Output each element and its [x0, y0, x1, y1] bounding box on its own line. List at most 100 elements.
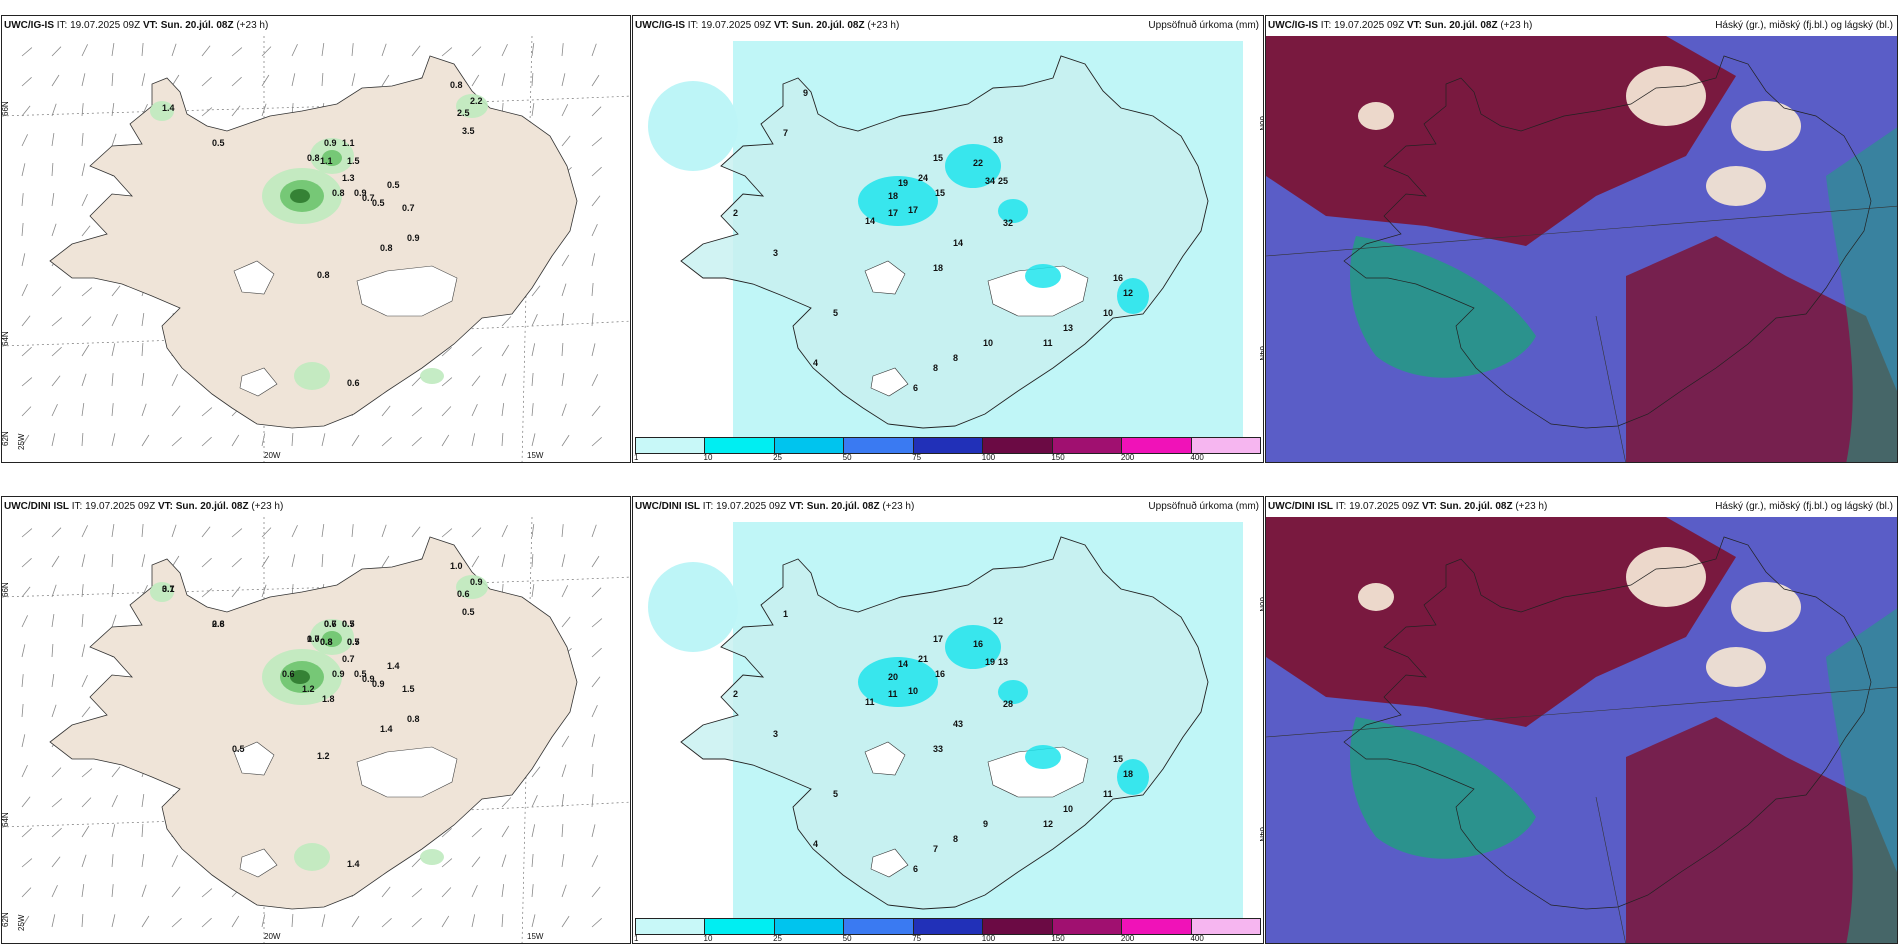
- precip-value-label: 3.1: [162, 584, 175, 594]
- precip-value-label: 0.5: [342, 619, 355, 629]
- precip-amount-label: 7: [783, 128, 788, 138]
- glacier-outline: [864, 741, 906, 776]
- precip-value-label: 0.9: [372, 679, 385, 689]
- latitude-label: 66N: [1258, 116, 1264, 131]
- colorbar-swatch: [1191, 438, 1260, 453]
- highlevel-cloud-field: [1266, 517, 1736, 727]
- colorbar-tick-label: 10: [703, 934, 713, 943]
- projection-boundary: [1595, 315, 1626, 462]
- precip-amount-label: 18: [993, 135, 1003, 145]
- precip-amount-label: 22: [973, 158, 983, 168]
- colorbar-swatch: [636, 919, 706, 934]
- glacier-outline: [870, 367, 909, 397]
- precip-value-label: 1.8: [322, 694, 335, 704]
- precip-colorbar: 1 10 25 50 75 100 150 200 400: [633, 437, 1263, 462]
- glacier-outline: [864, 260, 906, 295]
- colorbar-tick-label: 50: [842, 453, 852, 462]
- colorbar-swatch: [913, 438, 984, 453]
- precip-amount-label: 16: [935, 669, 945, 679]
- precip-value-label: 0.5: [347, 637, 360, 647]
- precip-amount-label: 34: [985, 176, 995, 186]
- precip-value-label: 0.6: [282, 669, 295, 679]
- precip-amount-label: 24: [918, 173, 928, 183]
- precip-value-label: 0.7: [342, 619, 355, 629]
- precip-amount-label: 11: [888, 689, 898, 699]
- precip-amount-label: 28: [1003, 699, 1013, 709]
- colorbar-swatch: [983, 919, 1053, 934]
- precip-value-label: 0.8: [450, 80, 463, 90]
- precip-value-label: 0.5: [232, 744, 245, 754]
- panel-title: UWC/IG-IS IT: 19.07.2025 09Z VT: Sun. 20…: [4, 20, 269, 31]
- precip-field: [648, 562, 738, 652]
- panel-title: UWC/DINI ISL IT: 19.07.2025 09Z VT: Sun.…: [1268, 501, 1548, 512]
- panel-field-label: Háský (gr.), miðský (fj.bl.) og lágský (…: [1715, 501, 1893, 512]
- glacier-outline: [239, 367, 278, 397]
- precip-value-label: 0.6: [347, 378, 360, 388]
- precip-value-label: 0.8: [307, 153, 320, 163]
- colorbar-tick-label: 100: [981, 934, 996, 943]
- precip-amount-label: 43: [953, 719, 963, 729]
- colorbar-tick-label: 200: [1120, 453, 1135, 462]
- precip-amount-label: 10: [1103, 308, 1113, 318]
- longitude-label: 20W: [264, 451, 281, 460]
- colorbar-tick-label: 400: [1190, 453, 1204, 462]
- precip-value-label: 1.3: [342, 173, 355, 183]
- precip-amount-label: 17: [908, 205, 918, 215]
- precip-value-label: 0.8: [407, 714, 420, 724]
- colorbar-tick-label: 25: [773, 934, 783, 943]
- glacier-outline: [233, 260, 275, 295]
- precip-amount-label: 15: [933, 153, 943, 163]
- precip-amount-label: 18: [888, 191, 898, 201]
- precip-value-label: 3.5: [462, 126, 475, 136]
- colorbar-swatch: [636, 438, 706, 453]
- precip-blobs: [150, 94, 488, 390]
- latitude-label: 64N: [1258, 346, 1264, 361]
- precip-value-label: 0.9: [354, 188, 367, 198]
- colorbar-tick-label: 10: [703, 453, 713, 462]
- precip-amount-label: 6: [913, 864, 918, 874]
- iceland-coastline: [1343, 536, 1872, 910]
- clear-sky-patches: [1358, 66, 1801, 206]
- precip-amount-label: 5: [833, 308, 838, 318]
- precip-value-label: 0.9: [332, 669, 345, 679]
- latitude-label: 62N: [2, 431, 10, 446]
- precip-amount-label: 11: [1043, 338, 1053, 348]
- colorbar-tick-label: 25: [773, 453, 783, 462]
- precip-value-label: 1.2: [302, 684, 315, 694]
- precip-cores: [858, 144, 1149, 314]
- latitude-label: 66N: [1258, 597, 1264, 612]
- precip-value-label: 0.7: [402, 203, 415, 213]
- colorbar-tick-label: 1: [634, 453, 639, 462]
- colorbar-swatch: [1122, 919, 1192, 934]
- lowlevel-cloud-field: [1826, 608, 1897, 943]
- colorbar-tick-label: 400: [1190, 934, 1204, 943]
- colorbar-swatch: [913, 919, 984, 934]
- precip-value-label: 0.7: [347, 637, 360, 647]
- iceland-landmass: [680, 55, 1209, 429]
- precip-value-label: 0.8: [317, 270, 330, 280]
- cloud-map: [1266, 517, 1897, 943]
- precip-amount-label: 3: [773, 729, 778, 739]
- colorbar-tick-label: 75: [912, 453, 922, 462]
- wind-map-panel-bottom: UWC/DINI ISL IT: 19.07.2025 09Z VT: Sun.…: [1, 496, 631, 944]
- precip-amount-label: 8: [953, 353, 958, 363]
- precip-amount-label: 17: [888, 208, 898, 218]
- precip-amount-label: 18: [1123, 769, 1133, 779]
- precip-amount-label: 10: [1063, 804, 1073, 814]
- precip-blobs: [150, 575, 488, 871]
- precip-map-panel-top: UWC/IG-IS IT: 19.07.2025 09Z VT: Sun. 20…: [632, 15, 1264, 463]
- latitude-label: 64N: [1258, 827, 1264, 842]
- precip-amount-label: 5: [833, 789, 838, 799]
- precip-value-label: 1.0: [307, 634, 320, 644]
- colorbar-swatch: [844, 919, 914, 934]
- highlevel-cloud-field: [1626, 236, 1897, 462]
- longitude-label: 25W: [17, 914, 26, 931]
- precip-amount-label: 32: [1003, 218, 1013, 228]
- precip-amount-label: 14: [898, 659, 908, 669]
- precip-value-label: 1.1: [342, 138, 355, 148]
- precip-amount-label: 8: [953, 834, 958, 844]
- precip-value-label: 1.5: [347, 156, 360, 166]
- wind-map: 66N 64N 62N 25W 20W 15W 1.4 0.5 0.8 0.9 1.1 1.1 1.5 1…: [2, 35, 630, 462]
- precip-amount-label: 13: [1063, 323, 1073, 333]
- panel-field-label: Uppsöfnuð úrkoma (mm): [1148, 20, 1259, 31]
